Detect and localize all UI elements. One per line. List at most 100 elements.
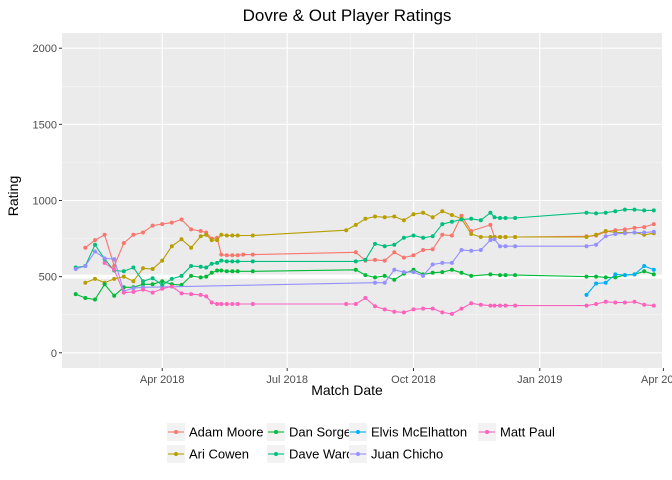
data-point-dave-ward <box>219 258 224 263</box>
data-point-dave-ward <box>353 259 358 264</box>
data-point-dan-sorge <box>363 273 368 278</box>
data-point-matt-paul <box>235 302 240 306</box>
data-point-dave-ward <box>401 235 406 240</box>
data-point-elvis-mcelhatton <box>584 292 589 297</box>
legend-item-ari-cowen: Ari Cowen <box>167 445 249 463</box>
data-point-adam-moore <box>632 225 637 230</box>
x-tick-label: Jul 2018 <box>266 374 308 386</box>
data-point-matt-paul <box>209 300 214 305</box>
data-point-adam-moore <box>160 222 165 227</box>
data-point-matt-paul <box>179 291 184 296</box>
data-point-ari-cowen <box>498 235 502 239</box>
data-point-juan-chicho <box>382 280 387 285</box>
data-point-adam-moore <box>150 223 155 228</box>
data-point-dave-ward <box>603 210 608 215</box>
data-point-juan-chicho <box>492 237 497 242</box>
data-point-dan-sorge <box>651 272 656 277</box>
data-point-dave-ward <box>430 234 435 239</box>
data-point-dan-sorge <box>603 275 608 280</box>
legend-key-point <box>356 452 360 456</box>
data-point-ari-cowen <box>224 233 229 238</box>
legend-item-matt-paul: Matt Paul <box>478 423 555 441</box>
data-point-adam-moore <box>235 253 240 258</box>
data-point-matt-paul <box>230 302 235 306</box>
data-point-matt-paul <box>215 302 220 306</box>
data-point-matt-paul <box>440 310 445 315</box>
data-point-matt-paul <box>469 301 474 306</box>
data-point-ari-cowen <box>169 244 174 249</box>
data-point-adam-moore <box>141 230 145 235</box>
data-point-adam-moore <box>102 232 107 237</box>
data-point-juan-chicho <box>112 257 117 262</box>
data-point-juan-chicho <box>603 234 608 239</box>
data-point-dave-ward <box>492 215 497 220</box>
data-point-matt-paul <box>169 284 174 289</box>
data-point-dave-ward <box>613 209 618 214</box>
data-point-juan-chicho <box>93 249 97 254</box>
legend-key-point <box>356 430 360 434</box>
data-point-adam-moore <box>622 227 627 232</box>
data-point-ari-cowen <box>603 229 608 233</box>
data-point-dan-sorge <box>102 282 107 287</box>
data-point-ari-cowen <box>150 267 155 271</box>
data-point-juan-chicho <box>478 248 483 252</box>
data-point-adam-moore <box>121 241 126 246</box>
legend-item-dan-sorge: Dan Sorge <box>267 423 351 441</box>
data-point-adam-moore <box>179 217 184 222</box>
data-point-matt-paul <box>373 304 377 309</box>
data-point-matt-paul <box>498 303 502 308</box>
data-point-dave-ward <box>488 210 493 215</box>
data-point-juan-chicho <box>430 262 435 267</box>
y-tick-label: 0 <box>51 348 57 360</box>
legend-label: Ari Cowen <box>189 447 249 462</box>
data-point-dan-sorge <box>189 273 194 278</box>
data-point-matt-paul <box>401 310 406 315</box>
data-point-matt-paul <box>613 300 618 305</box>
data-point-dave-ward <box>469 216 474 221</box>
data-point-matt-paul <box>392 309 397 314</box>
data-point-elvis-mcelhatton <box>613 272 618 277</box>
data-point-juan-chicho <box>632 230 637 235</box>
data-point-juan-chicho <box>469 248 474 253</box>
legend-key-point <box>174 452 178 456</box>
data-point-dan-sorge <box>73 292 78 297</box>
data-point-matt-paul <box>102 260 107 265</box>
data-point-dan-sorge <box>219 268 224 273</box>
data-point-dave-ward <box>632 207 637 212</box>
data-point-dan-sorge <box>449 267 454 272</box>
data-point-dave-ward <box>449 219 454 224</box>
data-point-adam-moore <box>430 247 435 252</box>
data-point-dave-ward <box>160 283 165 287</box>
data-point-matt-paul <box>503 303 508 308</box>
data-point-dave-ward <box>204 265 209 270</box>
data-point-dave-ward <box>503 216 508 220</box>
data-point-dan-sorge <box>503 273 508 278</box>
series-ari-cowen <box>83 209 656 285</box>
legend-item-juan-chicho: Juan Chicho <box>349 445 443 463</box>
data-point-dan-sorge <box>513 273 518 278</box>
data-point-matt-paul <box>224 302 229 306</box>
data-point-dave-ward <box>93 242 97 247</box>
data-point-dave-ward <box>141 279 145 284</box>
data-point-dave-ward <box>179 273 184 278</box>
data-point-matt-paul <box>622 300 627 305</box>
data-point-adam-moore <box>642 225 647 230</box>
data-point-dave-ward <box>498 216 502 220</box>
data-point-dave-ward <box>382 244 387 249</box>
data-point-ari-cowen <box>121 274 126 279</box>
data-point-matt-paul <box>219 302 224 306</box>
data-point-ari-cowen <box>235 233 240 238</box>
data-point-matt-paul <box>651 303 656 308</box>
data-point-dave-ward <box>250 259 255 264</box>
data-point-dan-sorge <box>250 269 255 274</box>
data-point-matt-paul <box>478 302 483 307</box>
data-point-dan-sorge <box>373 275 377 280</box>
data-point-ari-cowen <box>478 235 483 239</box>
legend-key-point <box>274 452 278 456</box>
series-juan-chicho <box>73 229 656 294</box>
data-point-dave-ward <box>169 276 174 281</box>
data-point-dave-ward <box>440 222 445 227</box>
data-point-dave-ward <box>459 217 464 222</box>
data-point-juan-chicho <box>642 230 647 235</box>
